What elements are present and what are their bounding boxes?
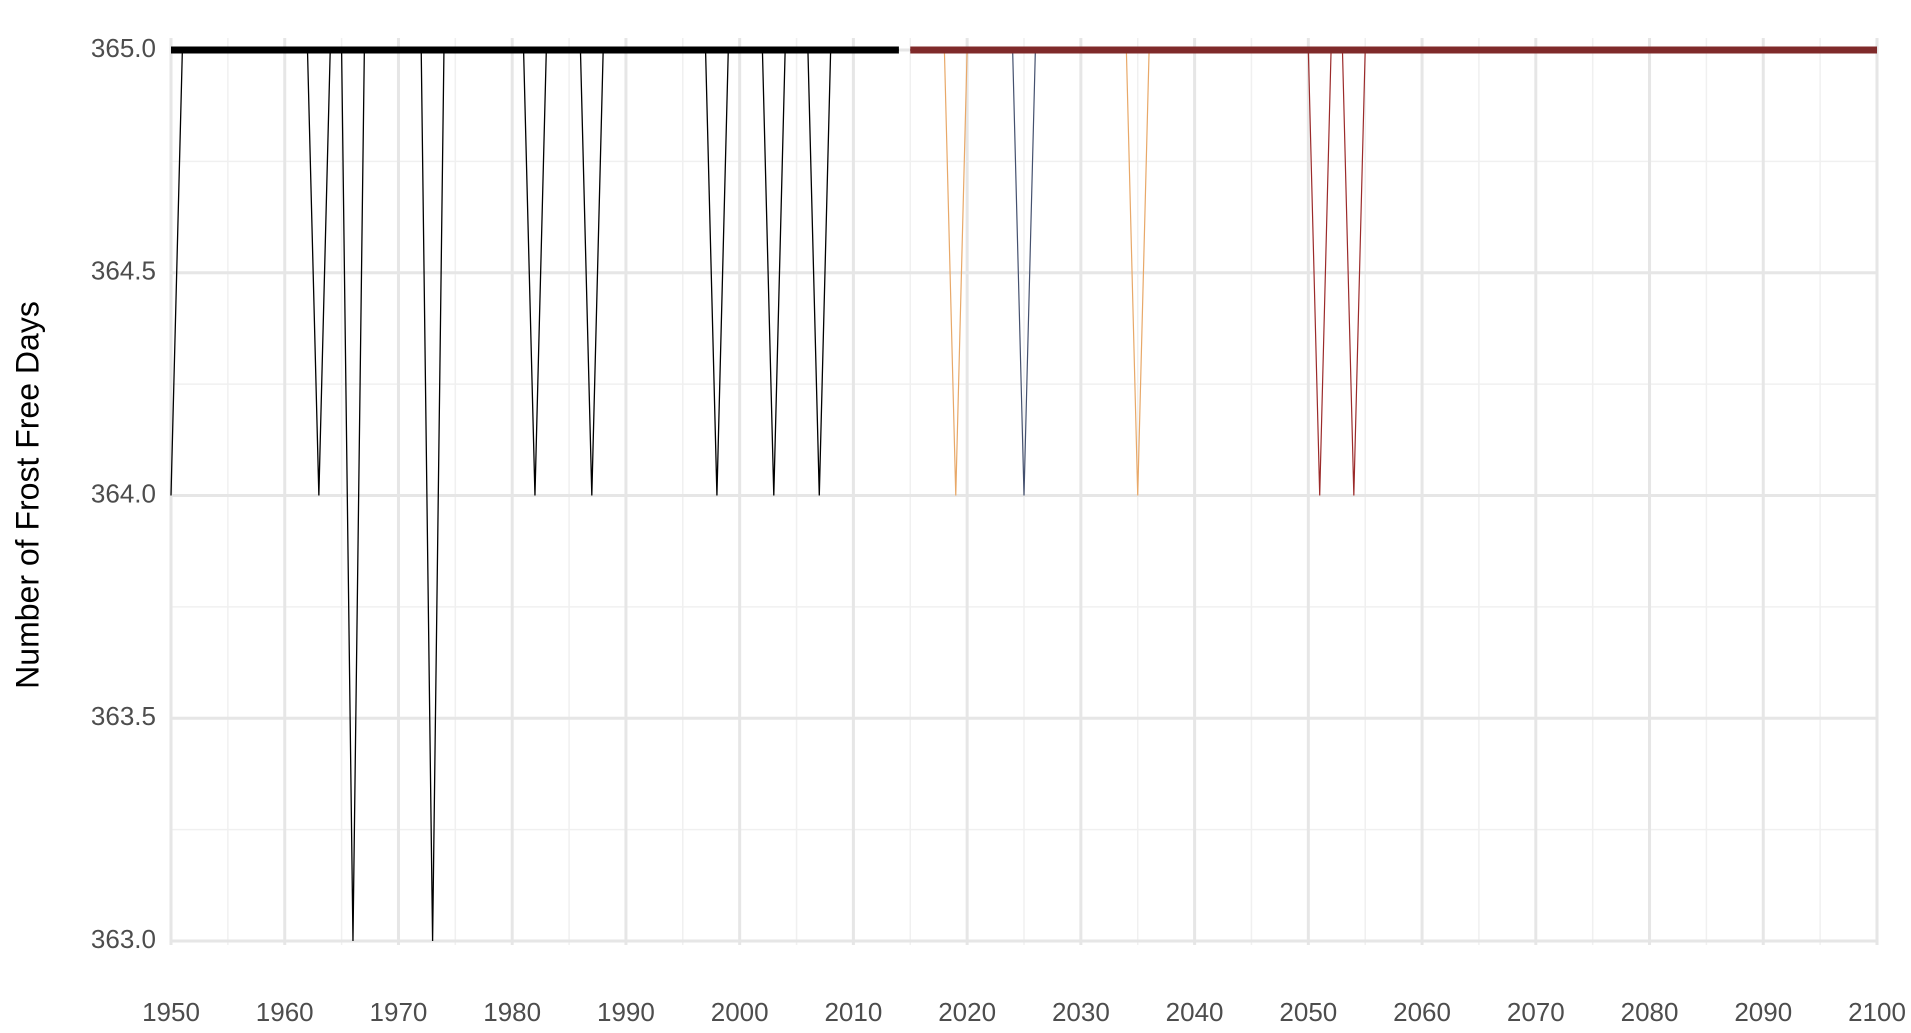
- x-tick-label: 1960: [256, 997, 314, 1027]
- tick-labels: 1950 1960 1970 1980 1990 2000 2010 2020 2030 2040…: [91, 33, 1906, 1027]
- x-tick-label: 2060: [1393, 997, 1451, 1027]
- x-tick-label: 1990: [597, 997, 655, 1027]
- x-tick-label: 1970: [370, 997, 428, 1027]
- x-tick-label: 2040: [1166, 997, 1224, 1027]
- x-tick-label: 1950: [142, 997, 200, 1027]
- x-tick-label: 2030: [1052, 997, 1110, 1027]
- x-tick-label: 2010: [824, 997, 882, 1027]
- x-tick-label: 2050: [1279, 997, 1337, 1027]
- x-tick-label: 2100: [1848, 997, 1906, 1027]
- x-tick-label: 2020: [938, 997, 996, 1027]
- x-tick-label: 2090: [1734, 997, 1792, 1027]
- plot-lines: [170, 46, 1877, 942]
- y-tick-label: 363.0: [91, 924, 156, 954]
- x-tick-label: 2000: [711, 997, 769, 1027]
- y-tick-label: 364.0: [91, 478, 156, 508]
- y-axis-label: Number of Frost Free Days: [9, 301, 45, 689]
- x-tick-label: 2070: [1507, 997, 1565, 1027]
- x-tick-label: 2080: [1621, 997, 1679, 1027]
- grid: [169, 38, 1879, 945]
- y-tick-label: 364.5: [91, 256, 156, 286]
- x-tick-label: 1980: [483, 997, 541, 1027]
- y-tick-label: 363.5: [91, 701, 156, 731]
- y-tick-label: 365.0: [91, 33, 156, 63]
